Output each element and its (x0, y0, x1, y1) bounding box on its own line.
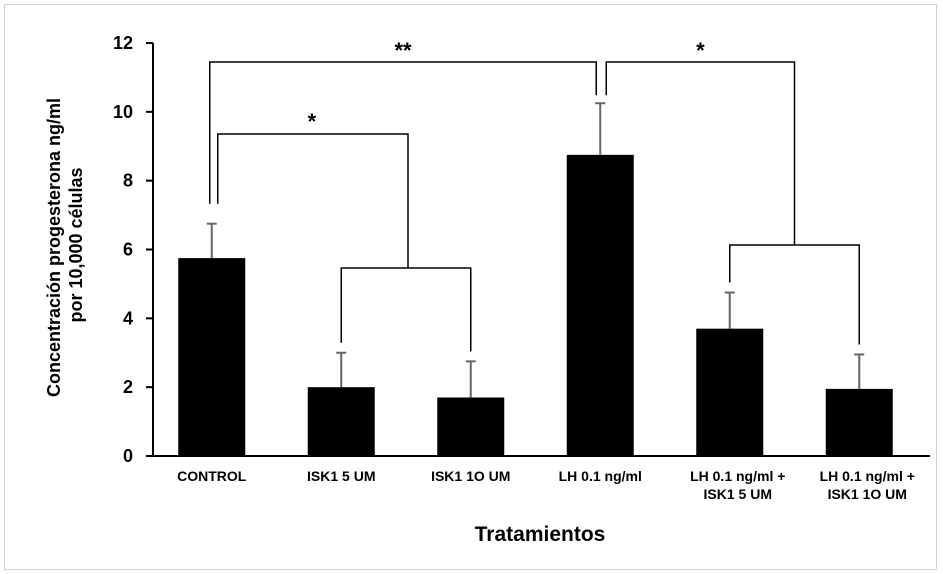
bar (825, 388, 893, 456)
x-tick-label: ISK1 1O UM (828, 486, 907, 502)
chart-frame (4, 4, 937, 570)
y-axis-title-line-2: por 10,000 células (66, 167, 86, 322)
y-tick-label: 0 (123, 446, 133, 466)
y-tick-label: 10 (113, 102, 133, 122)
x-tick-label: ISK1 1O UM (431, 468, 510, 484)
significance-label: * (308, 109, 317, 134)
significance-brackets: **** (209, 38, 860, 352)
x-tick-label: LH 0.1 ng/ml + (690, 468, 785, 484)
bracket-isk1-group (340, 267, 472, 352)
y-axis-ticks: 0 2 4 6 8 10 12 (113, 33, 153, 466)
bracket-control-isk1 (217, 133, 409, 268)
y-tick-label: 12 (113, 33, 133, 53)
bar (178, 258, 246, 456)
bar (307, 387, 375, 456)
bar (696, 328, 764, 456)
bracket-control-lh (209, 61, 597, 204)
x-tick-label: LH 0.1 ng/ml (559, 468, 642, 484)
x-tick-label: ISK1 5 UM (704, 486, 772, 502)
bars (178, 154, 893, 456)
bar (566, 154, 634, 456)
bar (437, 397, 505, 456)
x-tick-label: LH 0.1 ng/ml + (820, 468, 915, 484)
error-bars (206, 102, 865, 398)
significance-label: ** (394, 38, 412, 63)
x-tick-label: ISK1 5 UM (307, 468, 375, 484)
y-tick-label: 2 (123, 377, 133, 397)
y-tick-label: 8 (123, 171, 133, 191)
x-tick-label: CONTROL (177, 468, 247, 484)
x-axis-title: Tratamientos (475, 523, 606, 546)
y-axis-title-line-1: Concentración progesterona ng/ml (44, 98, 64, 397)
y-tick-label: 4 (123, 308, 133, 328)
bracket-lh-group (605, 61, 796, 245)
y-tick-label: 6 (123, 240, 133, 260)
y-axis-title: Concentración progesterona ng/ml por 10,… (44, 93, 86, 397)
significance-label: * (696, 38, 705, 63)
x-axis-labels: CONTROL ISK1 5 UM ISK1 1O UM LH 0.1 ng/ml LH… (177, 468, 915, 502)
